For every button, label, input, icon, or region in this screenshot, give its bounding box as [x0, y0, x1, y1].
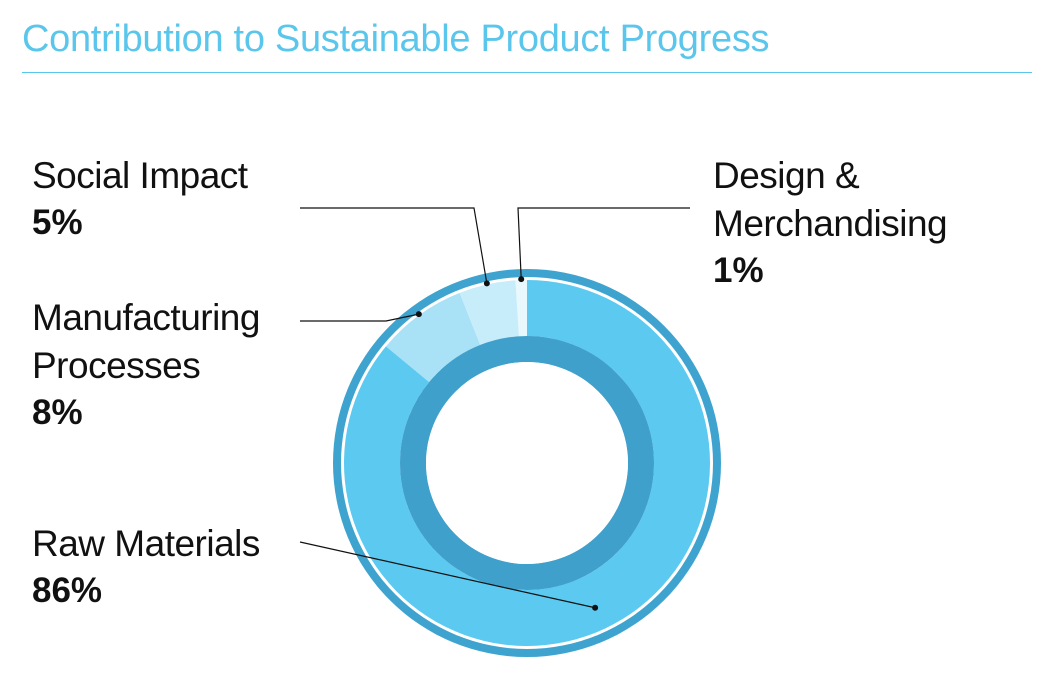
label-manufacturing: Manufacturing Processes 8%	[32, 294, 260, 436]
label-design: Design & Merchandising 1%	[713, 152, 948, 294]
donut-slice	[515, 280, 527, 337]
slice-percent: 86%	[32, 571, 103, 610]
donut-slice	[385, 292, 481, 383]
leader-line	[300, 313, 419, 322]
donut-hole	[426, 362, 628, 564]
slice-name: Manufacturing	[32, 297, 260, 338]
slice-name: Design &	[713, 155, 860, 196]
leader-dot	[592, 604, 599, 611]
leader-line	[300, 207, 488, 284]
label-social-impact: Social Impact 5%	[32, 152, 248, 246]
leader-dot	[483, 280, 490, 287]
slice-name: Raw Materials	[32, 523, 260, 564]
donut-slice	[343, 280, 710, 646]
slice-percent: 8%	[32, 393, 83, 432]
title-divider	[22, 72, 1032, 73]
leader-line	[299, 541, 596, 609]
donut-slice	[459, 280, 520, 345]
leader-dot	[415, 311, 422, 318]
slice-percent: 1%	[713, 251, 764, 290]
chart-title: Contribution to Sustainable Product Prog…	[22, 18, 770, 60]
label-raw-materials: Raw Materials 86%	[32, 520, 260, 614]
slice-percent: 5%	[32, 203, 83, 242]
inner-band	[400, 336, 654, 590]
slice-name: Merchandising	[713, 203, 948, 244]
slice-name: Social Impact	[32, 155, 248, 196]
slice-name: Processes	[32, 345, 201, 386]
leader-line	[517, 207, 690, 280]
leader-dot	[518, 276, 525, 283]
